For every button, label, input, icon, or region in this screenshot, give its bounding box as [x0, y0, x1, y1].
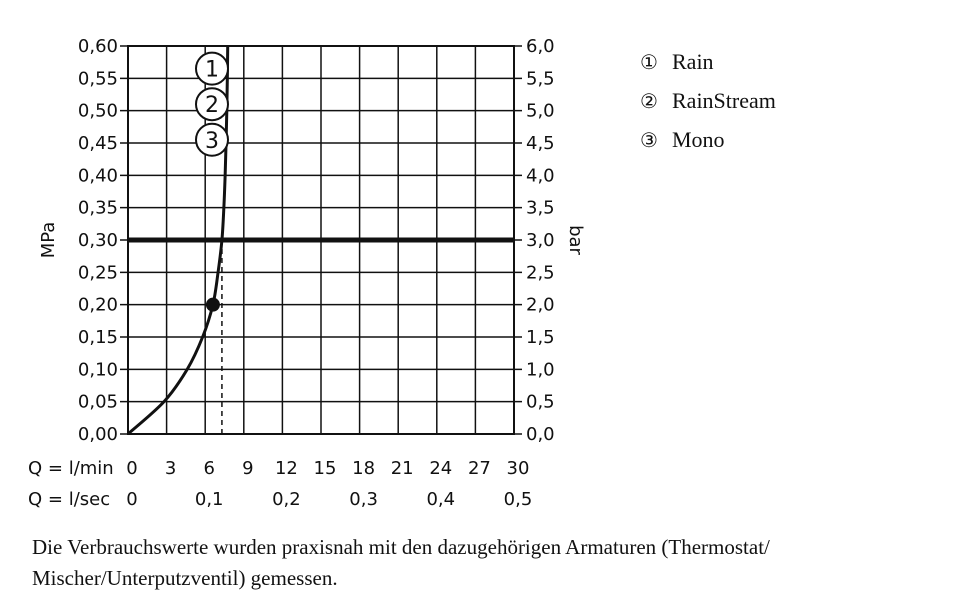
y-right-tick-label: 1,0: [526, 359, 555, 380]
y-left-axis-label: MPa: [38, 222, 59, 259]
legend: ① Rain ② RainStream ③ Mono: [640, 42, 776, 159]
x-lmin-tick-label: 27: [468, 458, 491, 479]
y-right-tick-label: 6,0: [526, 36, 555, 57]
y-left-tick-label: 0,25: [78, 262, 118, 283]
curve-label-number: 2: [205, 93, 219, 118]
y-right-tick-label: 3,0: [526, 230, 555, 251]
x-lsec-tick-label: 0,3: [349, 489, 378, 510]
y-left-tick-label: 0,00: [78, 424, 118, 445]
operating-point-marker: [205, 297, 220, 312]
x-lmin-tick-label: 24: [429, 458, 452, 479]
x-lmin-tick-label: 12: [275, 458, 298, 479]
x-lmin-tick-label: 3: [165, 458, 176, 479]
legend-label-mono: Mono: [672, 126, 725, 152]
y-left-tick-label: 0,50: [78, 101, 118, 122]
y-right-axis-label: bar: [565, 225, 586, 255]
y-right-tick-label: 3,5: [526, 198, 555, 219]
legend-number-2: ②: [640, 88, 658, 113]
y-left-tick-label: 0,35: [78, 198, 118, 219]
y-right-ticks: 0,0 0,5 1,0 1,5 2,0 2,5 3,0 3,5 4,0 4,5 5,0 5,5 6,0: [526, 36, 555, 445]
curve-label-circle: [195, 122, 229, 157]
x-lmin-tick-label: 30: [507, 458, 530, 479]
y-left-tick-label: 0,45: [78, 133, 118, 154]
y-left-tick-label: 0,20: [78, 295, 118, 316]
flow-pressure-chart: 0,000,050,100,150,200,250,300,350,400,45…: [28, 36, 586, 510]
legend-item-rain: ① Rain: [640, 42, 776, 81]
x-lmin-tick-label: 6: [203, 458, 214, 479]
x-lsec-tick-label: 0,1: [195, 489, 224, 510]
x-lsec-tick-label: 0,5: [504, 489, 533, 510]
y-left-tick-label: 0,15: [78, 327, 118, 348]
y-right-tick-label: 2,5: [526, 262, 555, 283]
legend-number-1: ①: [640, 49, 658, 74]
y-right-tick-label: 5,5: [526, 68, 555, 89]
y-right-tick-label: 5,0: [526, 101, 555, 122]
legend-item-mono: ③ Mono: [640, 120, 776, 159]
y-left-tick-label: 0,10: [78, 359, 118, 380]
x-lmin-tick-label: 0: [126, 458, 137, 479]
y-right-tick-label: 2,0: [526, 295, 555, 316]
curve-label-circle: [195, 51, 229, 86]
y-left-tick-label: 0,60: [78, 36, 118, 57]
x-lmin-tick-label: 15: [314, 458, 337, 479]
y-left-ticks: 0,00 0,05 0,10 0,15 0,20 0,25 0,30 0,35 0,40 0,45…: [78, 36, 118, 445]
y-left-tick-label: 0,40: [78, 165, 118, 186]
curve-number-labels: 1 2 3: [195, 51, 229, 157]
x-lmin-tick-label: 9: [242, 458, 253, 479]
x-lsec-axis-label: Q = l/sec: [28, 489, 110, 510]
legend-label-rainstream: RainStream: [672, 87, 776, 113]
curve-label-number: 3: [205, 129, 219, 154]
y-right-tick-label: 4,0: [526, 165, 555, 186]
legend-item-rainstream: ② RainStream: [640, 81, 776, 120]
x-lmin-tick-label: 21: [391, 458, 414, 479]
y-left-tick-label: 0,55: [78, 68, 118, 89]
y-right-tick-label: 0,5: [526, 392, 555, 413]
legend-number-3: ③: [640, 127, 658, 152]
y-right-tick-label: 4,5: [526, 133, 555, 154]
x-lsec-tick-label: 0: [126, 489, 137, 510]
legend-label-rain: Rain: [672, 48, 714, 74]
y-left-tick-label: 0,30: [78, 230, 118, 251]
y-right-tick-label: 0,0: [526, 424, 555, 445]
measurement-note: Die Verbrauchswerte wurden praxisnah mit…: [32, 535, 770, 590]
y-right-tick-label: 1,5: [526, 327, 555, 348]
x-lmin-axis-label: Q = l/min: [28, 458, 114, 479]
x-lsec-ticks: 0 0,1 0,2 0,3 0,4 0,5: [126, 489, 532, 510]
curve-label-circle: [195, 87, 229, 122]
y-left-tick-label: 0,05: [78, 392, 118, 413]
x-lmin-tick-label: 18: [352, 458, 375, 479]
x-lmin-ticks: 0 3 6 9 12 15 18 21 24 27 30: [126, 458, 529, 479]
x-lsec-tick-label: 0,2: [272, 489, 301, 510]
x-lsec-tick-label: 0,4: [426, 489, 455, 510]
curve-label-number: 1: [205, 58, 219, 83]
